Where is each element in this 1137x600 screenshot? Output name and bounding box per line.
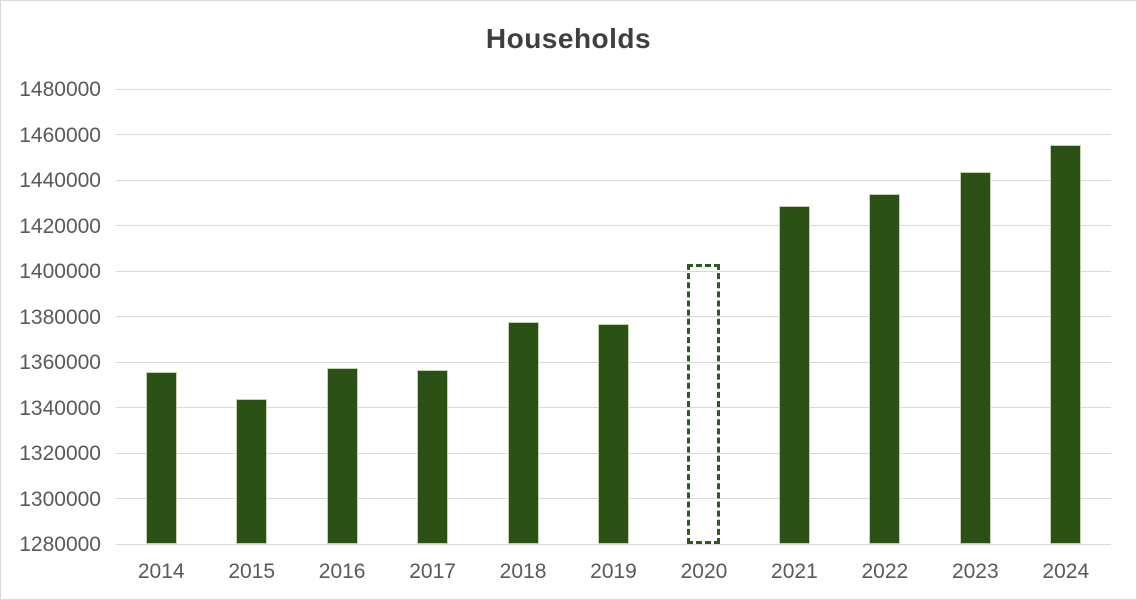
bar-2018 (507, 321, 539, 544)
bar-2017 (417, 369, 449, 544)
y-axis-tick-label: 1320000 (19, 442, 101, 465)
y-axis-tick-label: 1280000 (19, 533, 101, 556)
x-axis-tick-label: 2014 (137, 560, 185, 583)
y-axis-tick-label: 1400000 (19, 260, 101, 283)
chart-title: Households (485, 23, 652, 54)
x-axis-tick-label: 2024 (1042, 560, 1090, 583)
plot-area (116, 88, 1111, 545)
y-axis-tick-label: 1340000 (19, 396, 101, 420)
x-axis-tick-label: 2016 (318, 560, 366, 583)
gridline (116, 543, 1111, 545)
y-axis-tick-label: 1380000 (19, 305, 101, 329)
bar-2023 (959, 172, 991, 544)
y-axis-tick-label: 1460000 (19, 123, 101, 147)
gridline (116, 134, 1111, 135)
gridline (116, 88, 1111, 90)
bar-2019 (598, 324, 629, 544)
bar-2020-dashed-outline (687, 263, 721, 544)
y-axis-tick-label: 1420000 (19, 214, 101, 238)
bar-2015 (236, 398, 268, 544)
y-axis-tick-label: 1360000 (19, 351, 101, 374)
x-axis-tick-label: 2017 (409, 560, 456, 583)
bar-2021 (778, 205, 810, 544)
y-axis-tick-label: 1440000 (19, 169, 101, 192)
x-axis-tick-label: 2018 (499, 560, 547, 583)
x-axis-tick-label: 2020 (680, 560, 728, 583)
bar-2016 (326, 367, 358, 544)
x-axis-tick-label: 2019 (590, 560, 637, 583)
gridline (116, 179, 1111, 181)
gridline (116, 225, 1111, 226)
x-axis-tick-label: 2021 (771, 560, 818, 583)
y-axis-tick-label: 1480000 (19, 78, 101, 101)
x-axis-tick-label: 2015 (228, 560, 276, 583)
gridline (116, 316, 1111, 317)
x-axis-tick-label: 2022 (861, 560, 909, 583)
x-axis-tick-label: 2023 (951, 560, 999, 583)
bar-2022 (869, 194, 901, 544)
bar-2024 (1050, 144, 1082, 544)
gridline (116, 270, 1111, 272)
bar-2014 (145, 371, 177, 544)
y-axis-tick-label: 1300000 (19, 487, 101, 511)
